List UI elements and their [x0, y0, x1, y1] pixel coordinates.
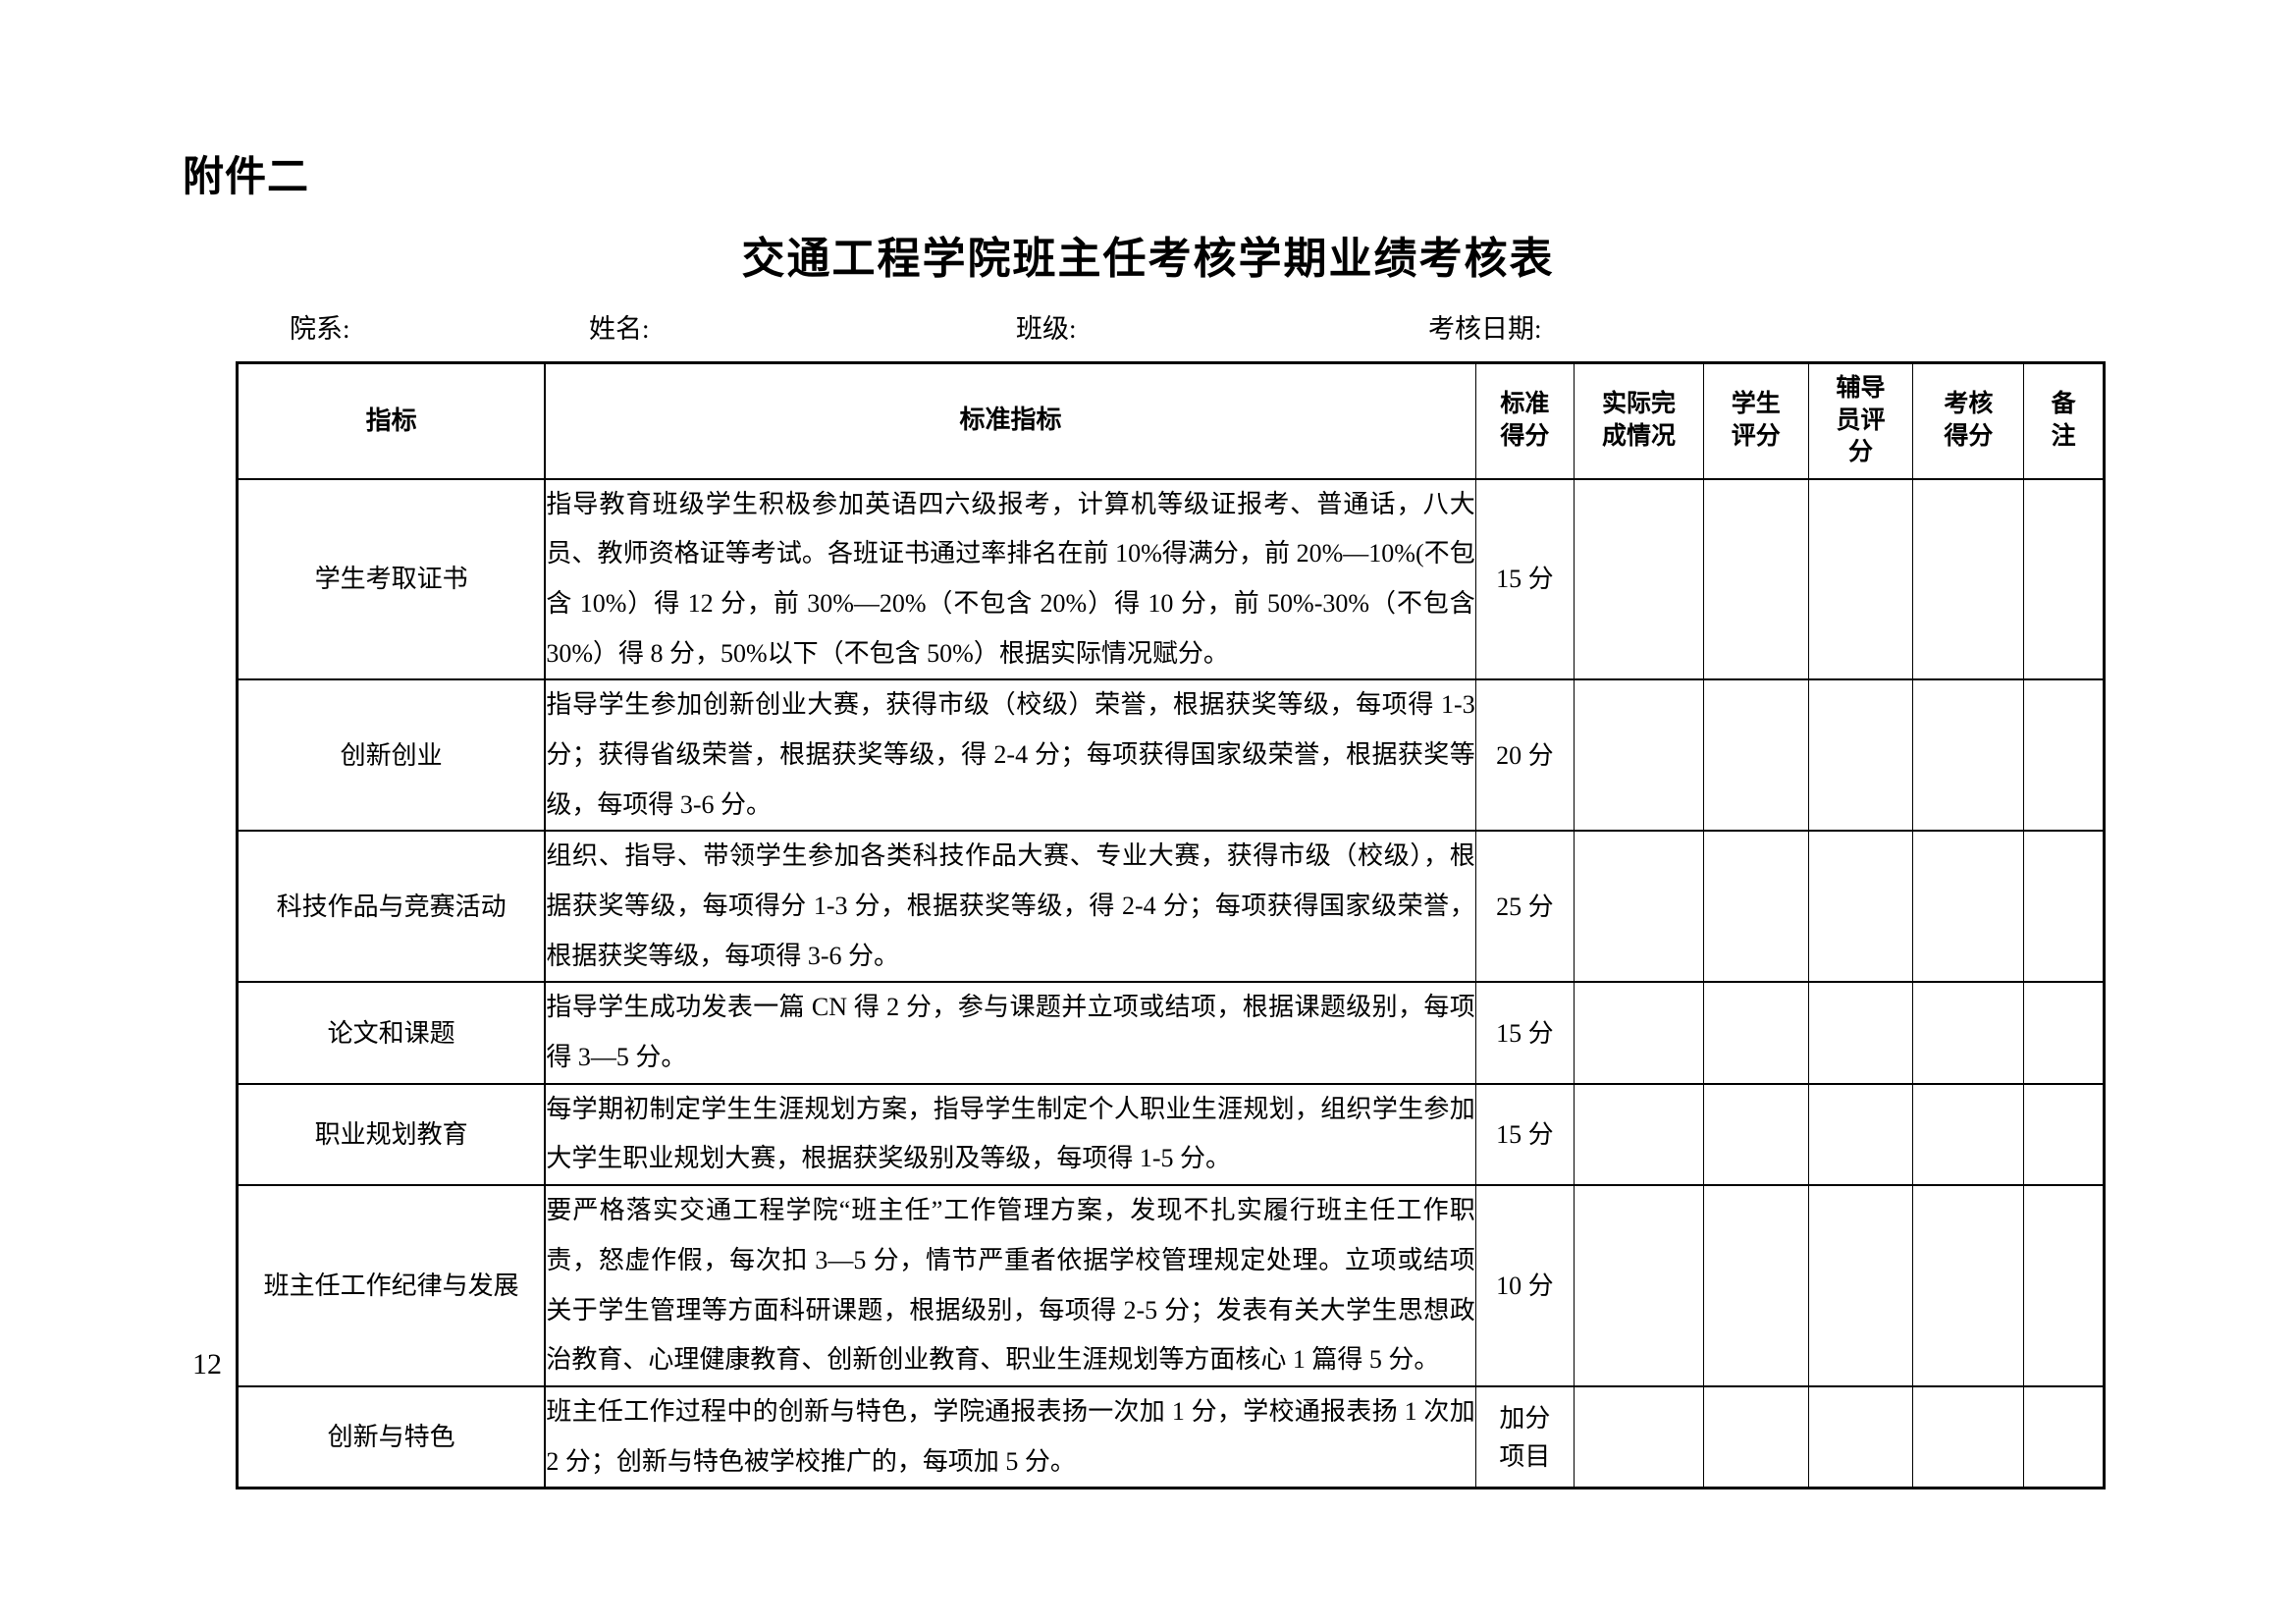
table-row: 创新与特色 班主任工作过程中的创新与特色，学院通报表扬一次加 1 分，学校通报表扬… [236, 1385, 2106, 1490]
cell-standard-score-2: 25 分 [1474, 830, 1575, 984]
cell-student-score-1[interactable] [1702, 678, 1809, 833]
cell-final-score-1[interactable] [1912, 678, 2025, 833]
cell-standard-score-6: 加分 项目 [1474, 1385, 1575, 1490]
cell-remark-1[interactable] [2023, 678, 2106, 833]
cell-student-score-5[interactable] [1702, 1184, 1809, 1387]
table-row: 班主任工作纪律与发展 要严格落实交通工程学院“班主任”工作管理方案，发现不扎实履行… [236, 1184, 2106, 1387]
cell-standard-3: 指导学生成功发表一篇 CN 得 2 分，参与课题并立项或结项，根据课题级别，每项… [544, 981, 1476, 1085]
cell-counselor-score-3[interactable] [1807, 981, 1914, 1085]
cell-actual-completion-2[interactable] [1574, 830, 1704, 984]
cell-indicator-0: 学生考取证书 [236, 478, 547, 681]
attachment-label: 附件二 [183, 155, 310, 200]
cell-final-score-6[interactable] [1912, 1385, 2025, 1490]
cell-standard-score-0: 15 分 [1474, 478, 1575, 681]
cell-standard-score-1: 20 分 [1474, 678, 1575, 833]
cell-remark-5[interactable] [2023, 1184, 2106, 1387]
cell-standard-0: 指导教育班级学生积极参加英语四六级报考，计算机等级证报考、普通话，八大员、教师资… [544, 478, 1476, 681]
cell-remark-2[interactable] [2023, 830, 2106, 984]
cell-final-score-4[interactable] [1912, 1083, 2025, 1187]
cell-actual-completion-4[interactable] [1574, 1083, 1704, 1187]
department-label: 院系: [290, 314, 350, 344]
cell-final-score-2[interactable] [1912, 830, 2025, 984]
assessment-table-wrapper: 指标 标准指标 标准 得分 实际完 成情况 学生 评分 辅导 员评分 考核 得分 备注 学… [236, 361, 2106, 1490]
cell-indicator-1: 创新创业 [236, 678, 547, 833]
meta-info-row: 院系: 姓名: 班级: 考核日期: [236, 309, 2106, 349]
cell-standard-score-4: 15 分 [1474, 1083, 1575, 1187]
cell-remark-4[interactable] [2023, 1083, 2106, 1187]
header-actual-completion: 实际完 成情况 [1574, 361, 1704, 480]
cell-standard-6: 班主任工作过程中的创新与特色，学院通报表扬一次加 1 分，学校通报表扬 1 次加… [544, 1385, 1476, 1490]
cell-actual-completion-0[interactable] [1574, 478, 1704, 681]
cell-counselor-score-4[interactable] [1807, 1083, 1914, 1187]
cell-student-score-0[interactable] [1702, 478, 1809, 681]
header-counselor-score: 辅导 员评分 [1807, 361, 1914, 480]
assessment-table-body: 指标 标准指标 标准 得分 实际完 成情况 学生 评分 辅导 员评分 考核 得分 备注 学… [236, 361, 2106, 1490]
cell-counselor-score-5[interactable] [1807, 1184, 1914, 1387]
page-number: 12 [192, 1348, 222, 1380]
cell-standard-4: 每学期初制定学生生涯规划方案，指导学生制定个人职业生涯规划，组织学生参加大学生职… [544, 1083, 1476, 1187]
cell-indicator-4: 职业规划教育 [236, 1083, 547, 1187]
header-standard-score: 标准 得分 [1474, 361, 1575, 480]
cell-actual-completion-3[interactable] [1574, 981, 1704, 1085]
header-standard: 标准指标 [544, 361, 1476, 480]
assessment-table: 指标 标准指标 标准 得分 实际完 成情况 学生 评分 辅导 员评分 考核 得分 备注 学… [236, 361, 2106, 1490]
cell-student-score-2[interactable] [1702, 830, 1809, 984]
header-remark: 备注 [2023, 361, 2106, 480]
cell-standard-2: 组织、指导、带领学生参加各类科技作品大赛、专业大赛，获得市级（校级），根据获奖等… [544, 830, 1476, 984]
table-row: 学生考取证书 指导教育班级学生积极参加英语四六级报考，计算机等级证报考、普通话，八… [236, 478, 2106, 681]
cell-indicator-3: 论文和课题 [236, 981, 547, 1085]
cell-final-score-0[interactable] [1912, 478, 2025, 681]
table-row: 科技作品与竞赛活动 组织、指导、带领学生参加各类科技作品大赛、专业大赛，获得市级（… [236, 830, 2106, 984]
cell-remark-6[interactable] [2023, 1385, 2106, 1490]
cell-actual-completion-1[interactable] [1574, 678, 1704, 833]
table-row: 论文和课题 指导学生成功发表一篇 CN 得 2 分，参与课题并立项或结项，根据课题… [236, 981, 2106, 1085]
cell-indicator-5: 班主任工作纪律与发展 [236, 1184, 547, 1387]
cell-standard-5: 要严格落实交通工程学院“班主任”工作管理方案，发现不扎实履行班主任工作职责，怒虚… [544, 1184, 1476, 1387]
table-row: 职业规划教育 每学期初制定学生生涯规划方案，指导学生制定个人职业生涯规划，组织学生… [236, 1083, 2106, 1187]
header-indicator: 指标 [236, 361, 547, 480]
cell-counselor-score-1[interactable] [1807, 678, 1914, 833]
cell-remark-0[interactable] [2023, 478, 2106, 681]
cell-final-score-3[interactable] [1912, 981, 2025, 1085]
cell-final-score-5[interactable] [1912, 1184, 2025, 1387]
cell-remark-3[interactable] [2023, 981, 2106, 1085]
table-row: 创新创业 指导学生参加创新创业大赛，获得市级（校级）荣誉，根据获奖等级，每项得 1… [236, 678, 2106, 833]
page-title: 交通工程学院班主任考核学期业绩考核表 [741, 235, 1555, 283]
cell-counselor-score-2[interactable] [1807, 830, 1914, 984]
cell-standard-score-5: 10 分 [1474, 1184, 1575, 1387]
header-final-score: 考核 得分 [1912, 361, 2025, 480]
name-label: 姓名: [589, 314, 650, 344]
table-header-row: 指标 标准指标 标准 得分 实际完 成情况 学生 评分 辅导 员评分 考核 得分 备注 [236, 361, 2106, 480]
cell-student-score-6[interactable] [1702, 1385, 1809, 1490]
cell-standard-1: 指导学生参加创新创业大赛，获得市级（校级）荣誉，根据获奖等级，每项得 1-3 分… [544, 678, 1476, 833]
header-student-score: 学生 评分 [1702, 361, 1809, 480]
assessment-date-label: 考核日期: [1428, 314, 1542, 344]
cell-counselor-score-0[interactable] [1807, 478, 1914, 681]
cell-student-score-4[interactable] [1702, 1083, 1809, 1187]
cell-standard-score-3: 15 分 [1474, 981, 1575, 1085]
cell-counselor-score-6[interactable] [1807, 1385, 1914, 1490]
cell-indicator-6: 创新与特色 [236, 1385, 547, 1490]
cell-indicator-2: 科技作品与竞赛活动 [236, 830, 547, 984]
cell-actual-completion-6[interactable] [1574, 1385, 1704, 1490]
cell-student-score-3[interactable] [1702, 981, 1809, 1085]
cell-actual-completion-5[interactable] [1574, 1184, 1704, 1387]
class-label: 班级: [1016, 314, 1077, 344]
